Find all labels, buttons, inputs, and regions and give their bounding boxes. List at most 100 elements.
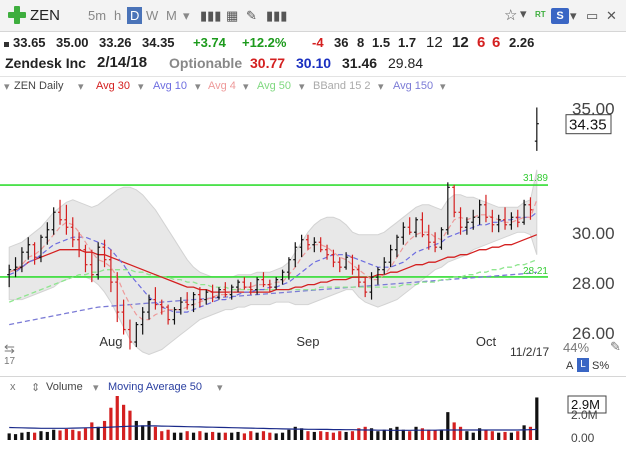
price-bar <box>375 267 380 285</box>
volume-bar <box>535 397 539 440</box>
calculator-icon[interactable]: ▦ <box>226 8 239 23</box>
favorite-star-icon[interactable]: ☆ <box>504 7 518 24</box>
volume-bar <box>446 412 450 440</box>
study-avg10[interactable]: Avg 10 <box>153 80 188 92</box>
price-bar <box>503 207 508 230</box>
volume-bar <box>306 431 310 440</box>
volume-bar <box>516 431 520 440</box>
study-avg4[interactable]: Avg 4 <box>208 80 236 92</box>
volume-bar <box>509 432 513 440</box>
price-bar <box>325 244 330 260</box>
volume-bar <box>211 431 215 440</box>
volume-bars <box>7 396 539 440</box>
ma-line-avg-50 <box>8 259 538 303</box>
edit-icon[interactable]: ✎ <box>610 339 621 354</box>
price-bar <box>115 272 120 323</box>
price-bar <box>445 182 450 235</box>
price-bar <box>204 289 209 305</box>
volume-bar <box>319 431 323 440</box>
study-bband-dropdown-icon[interactable]: ▾ <box>378 81 384 93</box>
toolbar: ZEN 5m h D W M ▾ ▮▮▮ ▦ ✎ ▮▮▮ ☆ ▾ RT S ▾ … <box>0 0 626 32</box>
price-bar <box>267 279 272 293</box>
toolbar-more-icon[interactable]: ▮▮▮ <box>266 8 288 23</box>
study-avg30[interactable]: Avg 30 <box>96 80 131 92</box>
price-bar <box>140 307 145 335</box>
quote-high: 35.00 <box>56 35 89 50</box>
s-badge[interactable]: S <box>551 8 569 24</box>
volume-chart[interactable]: 2.9M 2.0M 0.00 <box>0 394 626 452</box>
footer-date: 11/2/17 <box>510 345 550 359</box>
chart-name-dropdown-icon[interactable]: ▾ <box>78 81 84 93</box>
symbol-label[interactable]: ZEN <box>30 7 60 24</box>
volume-bar <box>268 432 272 440</box>
study-avg4-dropdown-icon[interactable]: ▾ <box>243 81 249 93</box>
volume-close-icon[interactable]: x <box>10 381 16 393</box>
volume-bar <box>471 432 475 440</box>
price-tick-label: 30.00 <box>572 224 615 243</box>
volume-bar <box>179 432 183 440</box>
footer-row: ⇆ 17 11/2/17 44% ✎ A L S% <box>0 338 626 374</box>
timeframe-weekly[interactable]: W <box>146 8 159 23</box>
timeframe-daily[interactable]: D <box>127 7 143 24</box>
timeframe-monthly[interactable]: M <box>166 8 177 23</box>
footer-pct: 44% <box>563 340 590 355</box>
footer-l-badge[interactable]: L <box>577 358 589 372</box>
volume-bar <box>401 429 405 440</box>
volume-bar <box>497 432 501 440</box>
study-avg50[interactable]: Avg 50 <box>257 80 292 92</box>
studies-dropdown-icon[interactable]: ▾ <box>4 81 10 93</box>
price-bar <box>433 232 438 253</box>
price-bar <box>293 242 298 268</box>
bar-chart-icon[interactable]: ▮▮▮ <box>200 8 222 23</box>
volume-ma-label[interactable]: Moving Average 50 <box>108 381 202 393</box>
volume-bar <box>261 431 266 440</box>
volume-bar <box>153 426 157 440</box>
price-bar <box>426 224 431 250</box>
draw-pencil-icon[interactable]: ✎ <box>246 8 257 23</box>
volume-bar <box>420 428 424 440</box>
study-bband[interactable]: BBand 15 2 <box>313 80 371 92</box>
volume-bar <box>134 420 138 440</box>
price-chart[interactable]: 26.00 28.00 30.00 35.00 31.89 28.21 34.35 A… <box>0 95 626 357</box>
volume-bar <box>427 429 431 440</box>
window-minimize-icon[interactable]: ▭ <box>586 8 599 23</box>
price-bar <box>32 242 37 265</box>
study-avg50-dropdown-icon[interactable]: ▾ <box>299 81 305 93</box>
price-bar <box>305 234 310 250</box>
quote-date: 2/14/18 <box>97 54 148 71</box>
volume-ma-dropdown-icon[interactable]: ▾ <box>217 382 223 394</box>
footer-s-label[interactable]: S% <box>592 360 610 372</box>
study-avg150-dropdown-icon[interactable]: ▾ <box>440 81 446 93</box>
s-dropdown-icon[interactable]: ▾ <box>570 8 577 23</box>
quote-low: 33.26 <box>99 35 132 50</box>
footer-a-label[interactable]: A <box>566 360 574 372</box>
chart-name-label[interactable]: ZEN Daily <box>14 80 64 92</box>
timeframe-hour[interactable]: h <box>114 8 122 23</box>
study-avg10-dropdown-icon[interactable]: ▾ <box>195 81 201 93</box>
company-row: Zendesk Inc 2/14/18 Optionable 30.77 30.… <box>0 54 626 74</box>
timeframe-5m[interactable]: 5m <box>88 8 107 23</box>
volume-bar <box>484 429 488 440</box>
study-avg30-dropdown-icon[interactable]: ▾ <box>138 81 144 93</box>
volume-bar <box>236 431 240 440</box>
timeframe-dropdown-icon[interactable]: ▾ <box>183 8 190 23</box>
volume-bar <box>83 428 88 440</box>
price-bar <box>166 304 171 325</box>
volume-bar <box>45 431 49 440</box>
price-bar <box>153 287 158 310</box>
study-avg150[interactable]: Avg 150 <box>393 80 434 92</box>
price-tick-label: 26.00 <box>572 324 615 343</box>
symbol-dropdown-icon[interactable]: ▾ <box>520 6 527 21</box>
volume-pin-icon[interactable]: ⇕ <box>31 382 41 394</box>
volume-label[interactable]: Volume <box>46 381 83 393</box>
window-close-icon[interactable]: ✕ <box>606 8 617 23</box>
add-symbol-icon[interactable] <box>8 6 26 24</box>
price-bar <box>242 277 247 290</box>
volume-dropdown-icon[interactable]: ▾ <box>93 382 99 394</box>
price-bar <box>248 282 253 295</box>
refresh-icon[interactable]: ⇆ <box>4 341 15 356</box>
price-bar <box>394 234 399 258</box>
volume-tick-0: 0.00 <box>571 431 595 445</box>
company-ma3: 31.46 <box>342 55 378 71</box>
volume-bar <box>58 430 62 440</box>
